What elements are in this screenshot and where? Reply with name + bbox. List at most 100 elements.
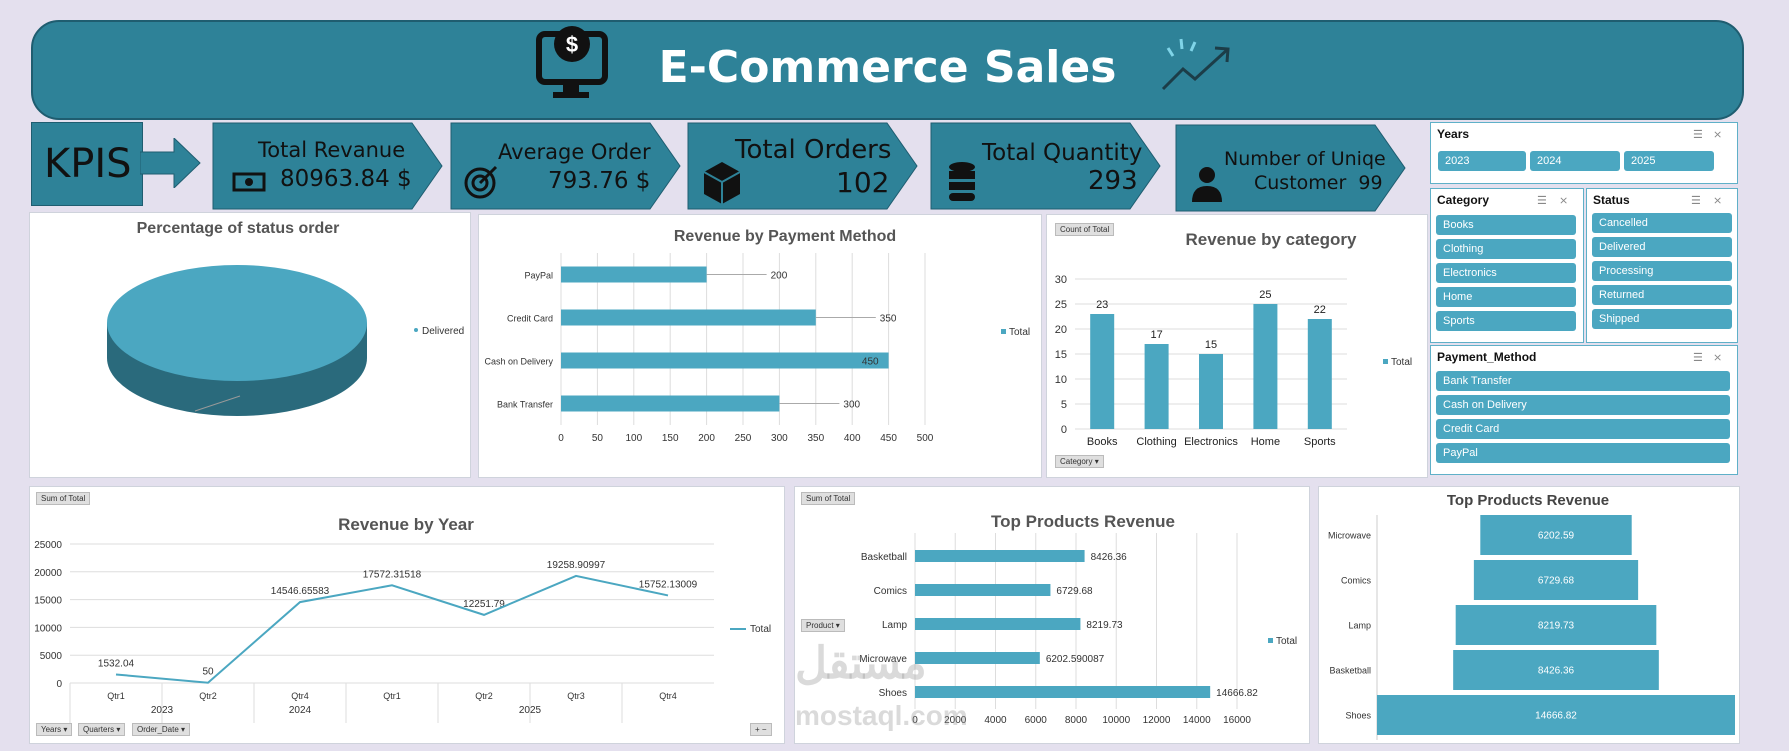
x-tick-label: Qtr2 <box>475 691 493 701</box>
clear-filter-icon[interactable]: ⨯ <box>1713 352 1723 364</box>
top-products-funnel-chart: Top Products Revenue 6202.59 Microwave 6729… <box>1328 492 1735 740</box>
years-slicer-item[interactable]: 2024 <box>1530 151 1620 171</box>
years-slicer-item[interactable]: 2025 <box>1624 151 1714 171</box>
sum-of-total-button[interactable]: Sum of Total <box>801 492 856 505</box>
data-label: 17 <box>1150 329 1162 341</box>
x-tick-label: Qtr3 <box>567 691 585 701</box>
y-tick-label: 10 <box>1055 374 1067 386</box>
data-label: 19258.90997 <box>547 560 606 571</box>
payment-slicer-item[interactable]: Credit Card <box>1436 419 1730 439</box>
kpi-label-box: KPIS <box>31 122 143 206</box>
status-pie-chart: Percentage of status order Delivered <box>107 220 464 416</box>
funnel-bar <box>1473 560 1639 600</box>
status-slicer-item[interactable]: Delivered <box>1592 237 1732 257</box>
multi-select-icon[interactable]: ☰ <box>1693 352 1703 364</box>
category-slicer-item[interactable]: Sports <box>1436 311 1576 331</box>
category-slicer-item[interactable]: Clothing <box>1436 239 1576 259</box>
bar <box>1307 319 1332 429</box>
x-tick-label: Qtr2 <box>199 691 217 701</box>
bar <box>915 618 1081 630</box>
multi-select-icon[interactable]: ☰ <box>1537 195 1547 207</box>
category-slicer-item[interactable]: Home <box>1436 287 1576 307</box>
chart-title: Revenue by Year <box>338 515 474 534</box>
count-of-total-button[interactable]: Count of Total <box>1055 223 1115 236</box>
kpi-total-revenue-card <box>212 122 443 210</box>
clear-filter-icon[interactable]: ⨯ <box>1713 195 1723 207</box>
x-tick-label: 6000 <box>1025 715 1048 726</box>
multi-select-icon[interactable]: ☰ <box>1693 129 1703 141</box>
status-slicer-title: Status <box>1593 193 1630 207</box>
pie-slice <box>107 265 367 381</box>
expand-collapse-button[interactable]: + − <box>750 723 772 736</box>
x-tick-label: Sports <box>1304 436 1336 448</box>
series-line <box>115 574 669 684</box>
bar <box>561 266 707 283</box>
x-tick-label: Electronics <box>1184 436 1238 448</box>
years-slicer-item[interactable]: 2023 <box>1438 151 1526 171</box>
bar <box>915 652 1040 664</box>
watermark-arabic: مستقل <box>795 639 927 688</box>
sum-of-total-button[interactable]: Sum of Total <box>36 492 91 505</box>
status-slicer-item[interactable]: Returned <box>1592 285 1732 305</box>
years-slicer: Years ☰ ⨯ 2023 2024 2025 <box>1430 122 1738 184</box>
x-tick-label: Clothing <box>1136 436 1176 448</box>
data-label: 6202.590087 <box>1046 654 1105 665</box>
y-tick-label: 0 <box>56 679 62 690</box>
category-slicer-title: Category <box>1437 193 1490 207</box>
y-tick-label: Basketball <box>1329 666 1371 676</box>
data-label: 6729.68 <box>1056 586 1093 597</box>
y-tick-label: Credit Card <box>507 314 553 324</box>
payment-slicer-item[interactable]: PayPal <box>1436 443 1730 463</box>
legend-label: Total <box>750 624 771 635</box>
bar <box>915 550 1085 562</box>
order-date-filter-button[interactable]: Order_Date ▾ <box>132 723 191 736</box>
status-slicer-item[interactable]: Processing <box>1592 261 1732 281</box>
category-slicer-item[interactable]: Electronics <box>1436 263 1576 283</box>
category-slicer-item[interactable]: Books <box>1436 215 1576 235</box>
title-banner: E-Commerce Sales $ <box>31 20 1744 120</box>
x-tick-label: 4000 <box>984 715 1007 726</box>
data-label: 350 <box>880 314 897 325</box>
quarters-filter-button[interactable]: Quarters ▾ <box>78 723 126 736</box>
cash-icon <box>232 172 266 192</box>
x-tick-label: 150 <box>662 433 679 444</box>
package-icon <box>703 162 741 204</box>
order-date-filter-label: Order_Date <box>137 725 179 734</box>
clear-filter-icon[interactable]: ⨯ <box>1559 195 1569 207</box>
funnel-bar <box>1455 605 1657 645</box>
clear-filter-icon[interactable]: ⨯ <box>1713 129 1723 141</box>
x-tick-label: 0 <box>558 433 564 444</box>
multi-select-icon[interactable]: ☰ <box>1691 195 1701 207</box>
payment-slicer-item[interactable]: Bank Transfer <box>1436 371 1730 391</box>
legend-marker <box>1001 329 1006 334</box>
product-filter-button[interactable]: Product ▾ <box>801 619 845 632</box>
x-tick-label: 0 <box>912 715 918 726</box>
payment-slicer-item[interactable]: Cash on Delivery <box>1436 395 1730 415</box>
data-label: 17572.31518 <box>363 569 422 580</box>
y-tick-label: Comics <box>1341 576 1372 586</box>
legend-label: Total <box>1009 327 1030 338</box>
y-tick-label: Shoes <box>1345 711 1371 721</box>
chart-title: Revenue by Payment Method <box>674 228 896 245</box>
chart-title: Top Products Revenue <box>1447 492 1609 509</box>
bar <box>1253 304 1278 429</box>
data-label: 6202.59 <box>1538 531 1575 542</box>
y-tick-label: PayPal <box>524 271 553 281</box>
status-slicer-item[interactable]: Shipped <box>1592 309 1732 329</box>
x-tick-label: 100 <box>625 433 642 444</box>
legend-marker <box>1268 638 1273 643</box>
y-tick-label: 20000 <box>34 568 62 579</box>
bar <box>1144 344 1169 429</box>
y-tick-label: 30 <box>1055 274 1067 286</box>
kpi-total-orders-title: Total Orders <box>735 135 892 165</box>
top-products-bar-chart: Top Products Revenue 0 2000 4000 6000 8000 100… <box>859 512 1297 726</box>
status-slicer-item[interactable]: Cancelled <box>1592 213 1732 233</box>
x-tick-label: 350 <box>807 433 824 444</box>
data-label: 14666.82 <box>1535 711 1577 722</box>
kpi-label: KPIS <box>44 141 132 187</box>
data-label: 450 <box>862 357 879 368</box>
years-filter-button[interactable]: Years ▾ <box>36 723 73 736</box>
category-filter-button[interactable]: Category ▾ <box>1055 455 1104 468</box>
years-filter-label: Years <box>41 725 62 734</box>
kpi-unique-customers-title: Number of Uniqe <box>1224 148 1386 170</box>
